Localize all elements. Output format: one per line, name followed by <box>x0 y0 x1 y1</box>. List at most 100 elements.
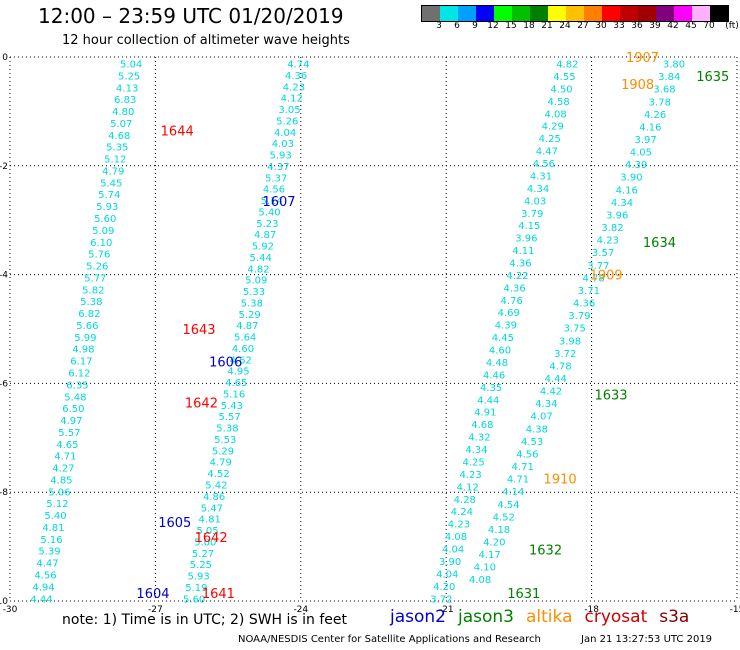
wave-height-point: 4.56 <box>516 449 538 460</box>
wave-height-point: 4.08 <box>469 575 491 586</box>
colorbar-swatch <box>476 6 494 21</box>
wave-height-point: 4.27 <box>52 464 74 475</box>
axis-labels: -30 -27 -24 -21 -18 -15 0 -2 -4 -6 -8 -10 <box>0 53 740 615</box>
wave-height-point: 4.36 <box>503 283 525 294</box>
wave-height-point: 5.77 <box>84 273 106 284</box>
colorbar-label: 42 <box>667 21 679 31</box>
wave-height-point: 5.12 <box>104 155 126 166</box>
wave-height-point: 4.25 <box>462 457 484 468</box>
colorbar-label: 45 <box>685 21 697 31</box>
wave-height-point: 4.16 <box>639 122 661 133</box>
wave-height-point: 4.39 <box>625 160 647 171</box>
wave-height-point: 5.93 <box>270 151 292 162</box>
colorbar-label: 18 <box>523 21 535 31</box>
wave-height-point: 4.44 <box>30 594 52 605</box>
wave-height-point: 4.12 <box>457 482 479 493</box>
wave-height-point: 4.20 <box>483 538 505 549</box>
wave-height-point: 4.50 <box>550 84 572 95</box>
wave-height-point: 5.29 <box>238 310 260 321</box>
wave-height-point: 4.86 <box>203 492 225 503</box>
wave-height-point: 5.38 <box>216 424 238 435</box>
wave-height-point: 4.71 <box>54 452 76 463</box>
wave-height-point: 5.09 <box>92 226 114 237</box>
wave-height-point: 3.68 <box>653 85 675 96</box>
wave-height-point: 4.07 <box>530 412 552 423</box>
y-tick-label: 0 <box>2 53 8 63</box>
pass-label: 1604 <box>136 587 169 602</box>
x-tick-label: -30 <box>3 605 18 615</box>
wave-height-point: 5.60 <box>183 594 205 605</box>
note-text: note: 1) Time is in UTC; 2) SWH is in fe… <box>62 612 348 628</box>
wave-height-point: 4.34 <box>527 184 549 195</box>
wave-height-point: 3.72 <box>554 349 576 360</box>
wave-height-point: 3.78 <box>649 97 671 108</box>
wave-height-point: 4.26 <box>644 110 666 121</box>
wave-height-point: 6.50 <box>62 404 84 415</box>
pass-label: 1910 <box>544 473 577 488</box>
wave-height-point: 5.53 <box>214 435 236 446</box>
pass-label: 1634 <box>643 236 676 251</box>
colorbar-swatch <box>710 6 728 21</box>
wave-height-point: 5.29 <box>212 446 234 457</box>
wave-height-point: 4.44 <box>477 395 499 406</box>
wave-height-point: 3.82 <box>601 223 623 234</box>
wave-height-point: 5.25 <box>190 560 212 571</box>
wave-height-point: 4.48 <box>486 358 508 369</box>
wave-height-point: 4.34 <box>535 399 557 410</box>
satellite-legend: jason2 jason3 altika cryosat s3a <box>390 607 689 627</box>
wave-height-point: 5.47 <box>201 503 223 514</box>
wave-height-point: 5.33 <box>243 287 265 298</box>
wave-height-point: 4.58 <box>547 97 569 108</box>
colorbar-swatch <box>494 6 512 21</box>
wave-height-point: 5.64 <box>234 333 256 344</box>
colorbar-label: 15 <box>505 21 517 31</box>
wave-height-point: 4.78 <box>549 361 571 372</box>
wave-height-point: 4.98 <box>72 345 94 356</box>
wave-height-point: 4.45 <box>492 333 514 344</box>
wave-height-point: 4.31 <box>530 171 552 182</box>
pass-label: 1907 <box>626 51 659 66</box>
pass-label: 1642 <box>195 531 228 546</box>
wave-height-point: 5.45 <box>100 178 122 189</box>
wave-height-point: 4.04 <box>274 128 296 139</box>
pass-label: 1909 <box>590 269 623 284</box>
footer-timestamp: Jan 21 13:27:53 UTC 2019 <box>581 634 713 645</box>
wave-height-point: 4.13 <box>116 83 138 94</box>
wave-height-point: 3.84 <box>658 72 680 83</box>
pass-label: 1631 <box>507 587 540 602</box>
wave-height-point: 5.66 <box>76 321 98 332</box>
colorbar-label: 36 <box>631 21 643 31</box>
wave-height-point: 5.39 <box>38 547 60 558</box>
pass-label: 1642 <box>185 396 218 411</box>
colorbar-swatch <box>566 6 584 21</box>
wave-height-point: 5.26 <box>276 116 298 127</box>
pass-label: 1644 <box>161 124 194 139</box>
wave-height-point: 3.05 <box>278 105 300 116</box>
y-tick-label: -10 <box>0 597 8 607</box>
wave-height-point: 4.39 <box>495 321 517 332</box>
wave-height-point: 5.43 <box>221 401 243 412</box>
wave-height-point: 5.93 <box>96 202 118 213</box>
colorbar-swatch <box>512 6 530 21</box>
pass-label: 1643 <box>182 323 215 338</box>
wave-height-point: 3.72 <box>430 594 452 605</box>
wave-height-point: 6.12 <box>68 368 90 379</box>
wave-height-point: 4.56 <box>34 571 56 582</box>
wave-height-point: 4.65 <box>56 440 78 451</box>
wave-height-point: 4.85 <box>50 475 72 486</box>
wave-height-point: 4.53 <box>521 437 543 448</box>
wave-height-point: 4.14 <box>502 487 524 498</box>
wave-height-point: 4.68 <box>471 420 493 431</box>
wave-height-point: 3.80 <box>663 60 685 71</box>
wave-height-point: 4.28 <box>454 495 476 506</box>
wave-height-point: 5.27 <box>192 549 214 560</box>
wave-height-point: 3.96 <box>515 234 537 245</box>
page-title: 12:00 – 23:59 UTC 01/20/2019 <box>38 4 344 28</box>
wave-height-point: 4.35 <box>480 383 502 394</box>
wave-height-point: 5.09 <box>245 276 267 287</box>
wave-height-point: 5.06 <box>48 487 70 498</box>
wave-height-point: 4.23 <box>283 82 305 93</box>
pass-label: 1641 <box>202 587 235 602</box>
wave-height-point: 5.26 <box>86 262 108 273</box>
wave-height-point: 4.76 <box>501 296 523 307</box>
